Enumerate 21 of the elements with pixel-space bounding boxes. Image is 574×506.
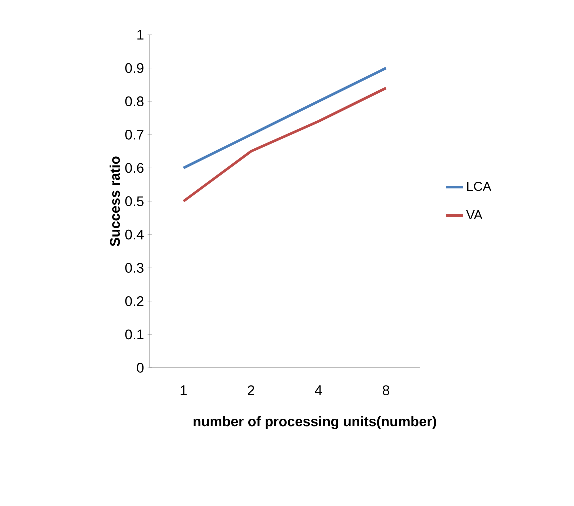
y-tick-label: 0.6: [126, 163, 144, 174]
y-tick-label: 0.8: [126, 96, 144, 107]
x-tick-label: 8: [382, 386, 390, 396]
y-tick-label: 0.9: [126, 63, 144, 74]
y-tick-label: 0.7: [126, 130, 144, 140]
legend-label: VA: [466, 210, 483, 220]
line-series: [182, 86, 388, 203]
y-tick-label: 0.4: [126, 230, 144, 240]
y-tick-label: 0.5: [126, 196, 144, 206]
y-tick-label: 0.3: [126, 263, 144, 274]
y-tick-label: 1: [138, 30, 144, 40]
legend-label: LCA: [467, 182, 492, 192]
y-tick-label: 0.1: [126, 330, 144, 340]
x-tick-label: 2: [248, 386, 254, 396]
y-axis-title: Success ratio: [110, 156, 120, 246]
x-tick-label: 4: [315, 386, 322, 396]
x-tick-label: 1: [180, 386, 187, 396]
x-axis-title: number of processing units(number): [194, 416, 436, 430]
y-tick-label: 0.2: [126, 296, 144, 306]
y-tick-label: 0: [137, 363, 144, 373]
line-series: [182, 66, 388, 170]
